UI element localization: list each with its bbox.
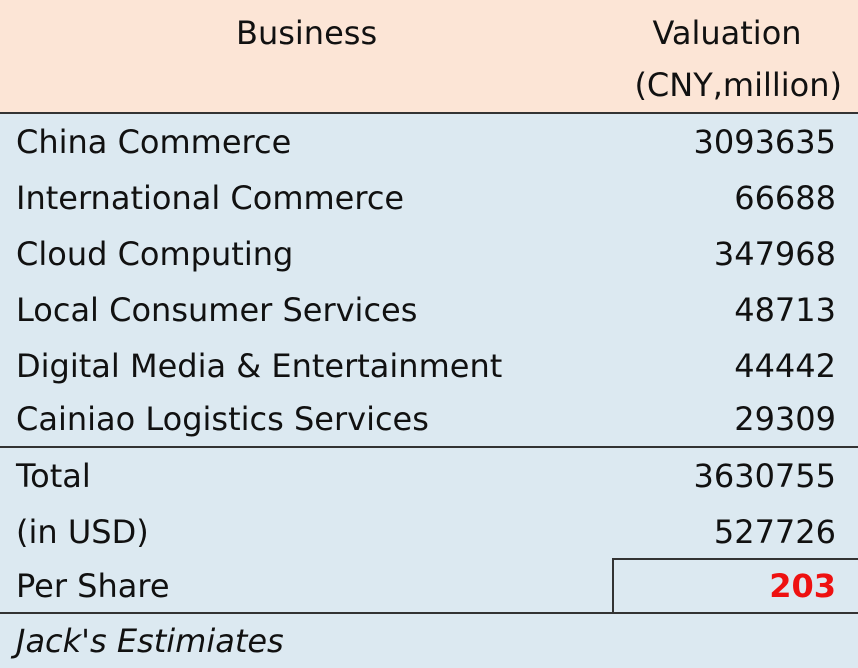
segment-label: International Commerce <box>16 179 405 217</box>
segment-label: Digital Media & Entertainment <box>16 347 503 385</box>
total-row: Total 3630755 <box>0 448 858 504</box>
table-row: Local Consumer Services 48713 <box>0 282 858 338</box>
segment-value: 66688 <box>734 179 836 217</box>
table-row: Cainiao Logistics Services 29309 <box>0 391 858 447</box>
table-header: Business Valuation (CNY,million) <box>0 0 858 114</box>
segment-value: 3093635 <box>693 123 836 161</box>
footnote-divider <box>0 612 858 614</box>
business-column-header: Business <box>236 14 378 52</box>
valuation-column-header: Valuation <box>652 14 802 52</box>
total-divider <box>0 446 858 448</box>
table-row: Cloud Computing 347968 <box>0 226 858 282</box>
table-row: Digital Media & Entertainment 44442 <box>0 338 858 394</box>
usd-row: (in USD) 527726 <box>0 504 858 560</box>
segment-label: Local Consumer Services <box>16 291 418 329</box>
segment-label: China Commerce <box>16 123 292 161</box>
per-share-row: Per Share <box>0 558 858 614</box>
valuation-unit-label: (CNY,million) <box>634 66 842 104</box>
total-label: Total <box>16 457 91 495</box>
usd-value: 527726 <box>713 513 836 551</box>
per-share-cell: 203 <box>612 558 858 614</box>
footnote: Jack's Estimiates <box>16 622 284 660</box>
segment-value: 347968 <box>713 235 836 273</box>
segment-label: Cainiao Logistics Services <box>16 400 429 438</box>
per-share-value: 203 <box>769 567 836 605</box>
total-value: 3630755 <box>693 457 836 495</box>
segment-value: 29309 <box>734 400 836 438</box>
segment-value: 44442 <box>734 347 836 385</box>
segment-label: Cloud Computing <box>16 235 294 273</box>
per-share-label: Per Share <box>16 567 170 605</box>
table-row: China Commerce 3093635 <box>0 114 858 170</box>
segment-value: 48713 <box>734 291 836 329</box>
table-row: International Commerce 66688 <box>0 170 858 226</box>
usd-label: (in USD) <box>16 513 149 551</box>
